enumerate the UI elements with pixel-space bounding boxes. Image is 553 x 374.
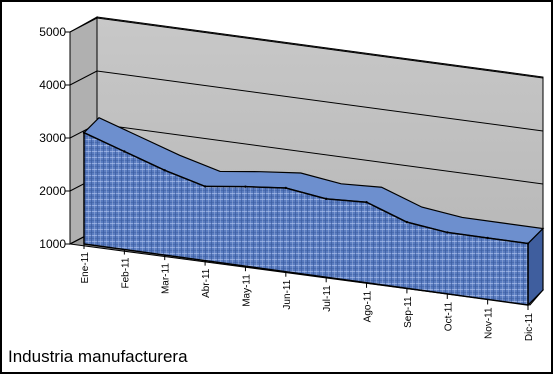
data-point-abr-11 (203, 185, 207, 188)
data-point-jun-11 (284, 186, 288, 190)
gridline-side (69, 17, 98, 33)
data-point-oct-11 (446, 231, 449, 234)
data-point-mar-11 (163, 169, 166, 172)
data-point-ene-11 (82, 131, 86, 134)
x-tick-label: Ene-11 (80, 252, 91, 284)
x-tick-label: Sep-11 (403, 296, 414, 328)
x-tick-label: Feb-11 (120, 257, 131, 288)
x-tick-label: Ago-11 (363, 290, 374, 322)
data-point-dic-11 (526, 242, 530, 245)
data-point-ago-11 (365, 201, 368, 204)
data-point-jul-11 (324, 197, 328, 201)
data-point-feb-11 (123, 150, 126, 153)
gridline (96, 123, 544, 185)
data-point-may-11 (244, 185, 247, 188)
y-tick-label: 5000 (39, 25, 66, 39)
data-point-nov-11 (486, 236, 489, 240)
legend-series-label: Industria manufacturera (8, 347, 188, 366)
x-tick-label: Dic-11 (524, 313, 535, 342)
x-tick-label: Abr-11 (201, 268, 212, 298)
gridline (96, 17, 544, 79)
gridline (96, 70, 544, 132)
x-tick-label: Mar-11 (161, 263, 172, 294)
data-point-sep-11 (405, 220, 409, 224)
x-tick-label: Jul-11 (322, 285, 333, 312)
x-tick-label: Oct-11 (443, 301, 454, 331)
y-tick-label: 3000 (39, 131, 66, 145)
y-tick-label: 4000 (39, 78, 66, 92)
y-tick-label: 2000 (39, 184, 66, 198)
x-tick-label: Jun-11 (282, 279, 293, 309)
gridline-side (69, 70, 98, 86)
y-tick-label: 1000 (39, 237, 66, 251)
x-tick-label: May-11 (241, 274, 252, 307)
x-tick-label: Nov-11 (484, 307, 495, 339)
